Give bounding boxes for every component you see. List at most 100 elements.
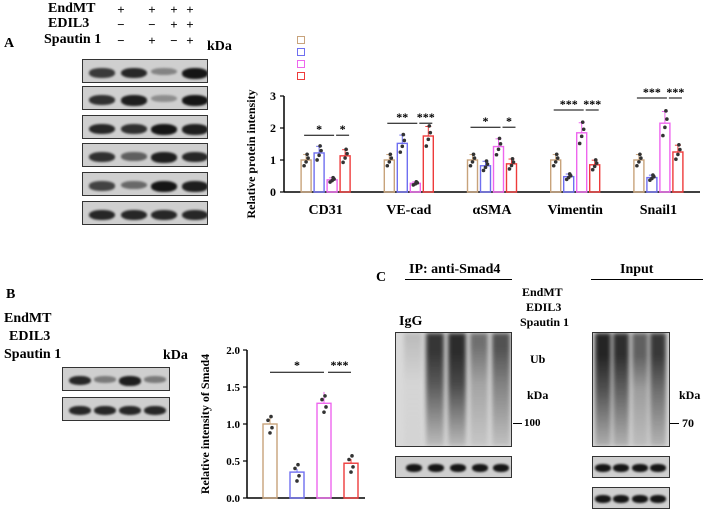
blot-band	[151, 95, 177, 103]
bar	[672, 151, 684, 193]
edil3-sign: +	[170, 17, 178, 32]
data-point	[296, 462, 300, 467]
data-point	[266, 418, 270, 423]
data-point	[663, 125, 667, 130]
panel-c-letter: C	[376, 270, 387, 285]
blot-strip	[82, 86, 208, 110]
data-point	[485, 162, 490, 166]
category-label: αSMA	[473, 203, 513, 218]
edil3-label-c: EDIL3	[526, 300, 562, 314]
data-point	[677, 143, 681, 147]
y-tick-label: 0.5	[226, 456, 240, 468]
blot-band-c	[632, 495, 648, 503]
significance-mark: ***	[560, 97, 578, 111]
data-point	[510, 156, 515, 161]
data-point	[400, 144, 405, 149]
bar	[316, 402, 332, 499]
data-point	[471, 152, 476, 157]
spautin-label-c: Spautin 1	[520, 315, 570, 329]
blot-band	[182, 181, 207, 192]
blot-band-c	[632, 464, 648, 472]
input-row-blot	[592, 456, 670, 478]
blot-band	[89, 68, 115, 78]
smear-lane	[426, 333, 444, 446]
data-point	[484, 159, 489, 163]
smad4-ip-blot	[395, 456, 512, 478]
data-point	[674, 157, 678, 161]
blot-band-b	[119, 406, 141, 416]
bar	[289, 471, 305, 499]
blot-band-c	[595, 495, 611, 503]
data-point	[497, 136, 502, 141]
endmt-label-c: EndMT	[522, 285, 563, 299]
significance-mark: ***	[643, 85, 661, 99]
data-point	[577, 141, 582, 146]
data-point	[347, 457, 351, 462]
legend-swatch	[297, 72, 305, 80]
data-point	[304, 160, 308, 164]
blot-band	[182, 210, 207, 221]
blot-band-c	[613, 464, 629, 472]
data-point	[639, 156, 643, 160]
bar	[313, 152, 325, 193]
edil3-sign: −	[117, 17, 125, 32]
data-point	[331, 175, 335, 180]
blot-band-b	[144, 406, 166, 416]
ub-label: Ub	[530, 352, 546, 366]
smear-lane	[650, 333, 666, 446]
data-point	[494, 152, 499, 157]
data-point	[427, 124, 432, 128]
data-point	[297, 474, 301, 478]
significance-mark: ***	[417, 110, 435, 124]
significance-mark: *	[506, 114, 512, 128]
smad4-intensity-chart: 0.0 0.5 1.0 1.5 2.0 Relative intensity of Sma…	[198, 345, 365, 505]
significance-mark: *	[340, 122, 346, 136]
data-point	[305, 152, 309, 157]
blot-band-b	[94, 406, 116, 416]
significance-mark: *	[294, 358, 300, 372]
edil3-sign: −	[148, 17, 156, 32]
blot-band	[151, 68, 177, 76]
y-tick-label: 3	[270, 89, 276, 103]
data-point	[637, 160, 641, 164]
blot-band	[89, 210, 115, 221]
blot-band	[89, 95, 115, 106]
data-point	[496, 147, 501, 152]
panel-a-letter: A	[4, 36, 15, 51]
blot-band-c	[493, 464, 509, 472]
ub-ip-blot	[395, 332, 512, 447]
blot-strip	[82, 59, 208, 83]
legend-swatch	[297, 36, 305, 44]
blot-band-b	[144, 376, 166, 383]
data-point	[638, 152, 642, 157]
data-point	[580, 120, 585, 124]
marker-100-tick	[513, 423, 522, 424]
kda-label-ip: kDa	[527, 388, 549, 402]
endmt-sign: +	[148, 2, 156, 17]
blot-strip-b	[62, 397, 170, 421]
bar	[262, 423, 278, 499]
blot-band	[151, 124, 177, 135]
input-title: Input	[620, 262, 654, 277]
panel-b-letter: B	[6, 287, 16, 302]
blot-band-b	[119, 376, 141, 386]
data-point	[322, 410, 326, 414]
bar	[339, 155, 351, 193]
y-tick-label: 2	[270, 121, 276, 135]
blot-band	[182, 152, 207, 163]
smear-lane	[492, 333, 510, 446]
data-point	[678, 147, 682, 152]
blot-band-b	[69, 406, 91, 416]
data-point	[592, 164, 597, 169]
data-point	[424, 144, 429, 148]
data-point	[385, 163, 390, 168]
data-point	[555, 156, 560, 160]
blot-band	[151, 210, 177, 221]
data-point	[315, 158, 319, 162]
data-point	[470, 160, 475, 164]
data-point	[268, 431, 272, 435]
blot-band	[121, 152, 147, 161]
data-point	[269, 414, 273, 419]
significance-mark: *	[316, 122, 322, 136]
